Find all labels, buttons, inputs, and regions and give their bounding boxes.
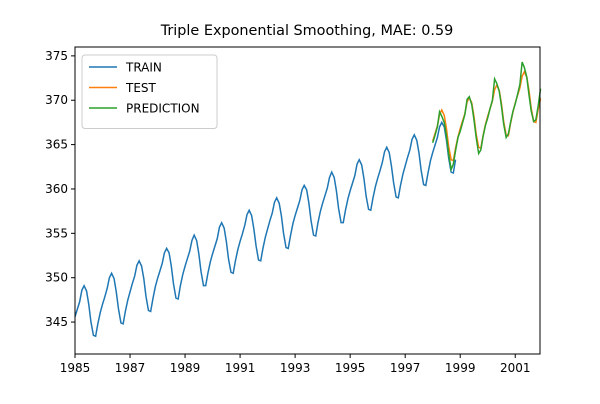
y-tick-label: 370 [45, 93, 68, 107]
legend-box [81, 54, 218, 129]
legend-label: TRAIN [125, 61, 162, 75]
x-tick-label: 1991 [225, 361, 256, 375]
legend-label: TEST [125, 81, 157, 95]
legend: TRAIN TEST PREDICTION [81, 54, 218, 129]
y-tick-label: 345 [45, 315, 68, 329]
series-line [431, 61, 542, 173]
legend-label: PREDICTION [126, 102, 200, 116]
y-tick-label: 375 [45, 49, 68, 63]
x-tick-label: 1989 [170, 361, 201, 375]
x-tick-label: 1985 [60, 361, 91, 375]
y-tick-label: 350 [45, 271, 68, 285]
x-tick-label: 1999 [445, 361, 476, 375]
y-tick-label: 365 [45, 138, 68, 152]
x-tick-label: 2001 [500, 361, 531, 375]
y-tick-label: 360 [45, 182, 68, 196]
plot-frame [74, 46, 541, 355]
x-tick-label: 1997 [390, 361, 421, 375]
y-tick-label: 355 [45, 226, 68, 240]
x-tick-label: 1993 [280, 361, 311, 375]
series-line [74, 120, 457, 338]
x-tick-label: 1995 [335, 361, 366, 375]
chart-title: Triple Exponential Smoothing, MAE: 0.59 [160, 23, 454, 39]
x-tick-label: 1987 [115, 361, 146, 375]
